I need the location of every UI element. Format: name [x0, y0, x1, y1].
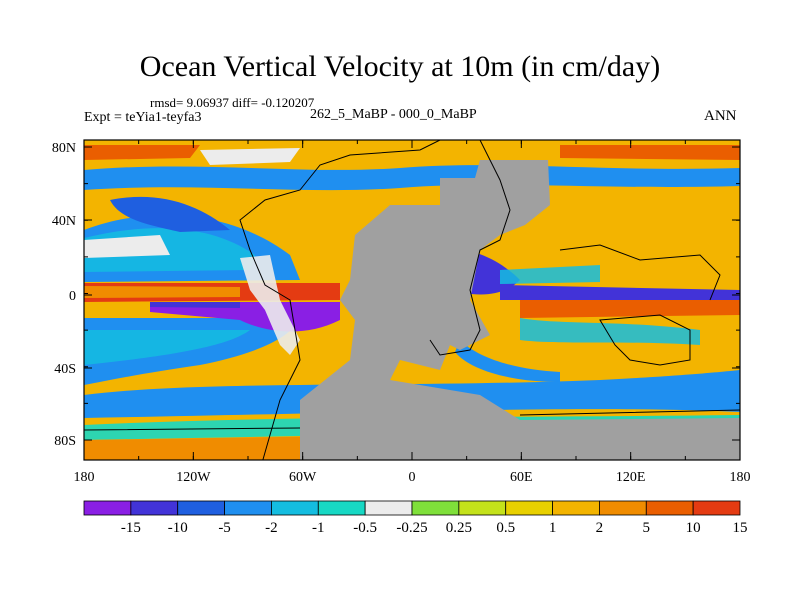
colorbar-swatch — [177, 500, 225, 516]
coastline-australia — [599, 314, 691, 366]
coastline-west — [239, 140, 441, 460]
colorbar-label: -1 — [312, 520, 325, 536]
north-west-positive — [84, 145, 200, 160]
latitude-axis: 80N 40N 0 40S 80S — [52, 141, 740, 449]
colorbar-swatch — [458, 500, 507, 516]
colorbar-label: 2 — [596, 520, 604, 536]
colorbar-label: 15 — [733, 520, 748, 536]
east-south-cyan — [520, 318, 700, 345]
equatorial-upwelling-inner — [84, 286, 240, 298]
lat-tick-label: 80N — [52, 141, 76, 156]
stats-line: rmsd= 9.06937 diff= -0.120207 — [150, 95, 315, 110]
colorbar-label: -10 — [168, 520, 188, 536]
western-coastal-white — [240, 255, 300, 355]
map-field — [84, 140, 740, 460]
lon-tick-label: 60E — [510, 470, 533, 485]
lon-tick-label: 180 — [74, 470, 95, 485]
colorbar-swatch — [224, 500, 272, 516]
colorbar-swatch — [83, 500, 132, 516]
colorbar-label: -2 — [265, 520, 278, 536]
pangaea-landmass — [300, 160, 740, 460]
map-title: Ocean Vertical Velocity at 10m (in cm/da… — [139, 50, 661, 83]
colorbar-label: 0.5 — [496, 520, 515, 536]
colorbar-swatch — [599, 500, 647, 516]
lon-tick-label: 120E — [616, 470, 646, 485]
east-equatorial-negative — [500, 285, 740, 300]
colorbar-swatch — [505, 500, 553, 516]
season-label: ANN — [704, 108, 737, 124]
colorbar-label: -0.25 — [396, 520, 427, 536]
colorbar-swatch — [692, 500, 741, 516]
lon-tick-label: 120W — [176, 470, 211, 485]
arctic-white-patch — [200, 148, 300, 165]
longitude-axis: 180 120W 60W 0 60E 120E 180 — [74, 140, 751, 485]
east-equatorial-cyan — [500, 265, 600, 284]
north-negative-band — [84, 165, 740, 191]
coastline-east — [429, 140, 511, 356]
colorbar-label: -5 — [218, 520, 231, 536]
coastline-antarctica — [84, 409, 740, 431]
south-tethys-negative — [455, 340, 560, 382]
experiment-label: Expt = teYia1-teyfa3 — [84, 110, 202, 125]
colorbar-swatch — [271, 500, 319, 516]
east-equatorial-positive — [520, 300, 740, 318]
equatorial-downwelling-edge — [150, 302, 240, 308]
north-east-positive — [560, 145, 740, 160]
equatorial-downwelling — [150, 302, 340, 332]
lon-tick-label: 0 — [409, 470, 416, 485]
colorbar-label: 5 — [643, 520, 651, 536]
colorbar-label: -0.5 — [353, 520, 377, 536]
colorbar-label: 10 — [686, 520, 701, 536]
colorbar-swatch — [552, 500, 600, 516]
colorbar-label: 0.25 — [446, 520, 472, 536]
colorbar-swatch — [130, 500, 179, 516]
pacific-north-strong — [110, 196, 230, 232]
pacific-south-cyan — [84, 330, 250, 365]
lon-tick-label: 180 — [730, 470, 751, 485]
colorbar: -15 -10 -5 -2 -1 -0.5 -0.25 0.25 0.5 1 2 5 10 15 — [83, 500, 748, 536]
coastline-northeast — [559, 244, 721, 301]
colorbar-swatch — [317, 500, 366, 516]
north-pacific-white-patch — [84, 235, 170, 258]
colorbar-swatch — [645, 500, 694, 516]
lat-tick-label: 40N — [52, 214, 76, 229]
colorbar-swatch — [364, 500, 413, 516]
lat-tick-label: 0 — [69, 289, 76, 304]
colorbar-label: -15 — [121, 520, 141, 536]
colorbar-label: 1 — [549, 520, 557, 536]
lon-tick-label: 60W — [289, 470, 317, 485]
comparison-label: 262_5_MaBP - 000_0_MaBP — [310, 107, 477, 122]
lat-tick-label: 80S — [54, 434, 76, 449]
colorbar-swatch — [411, 500, 460, 516]
lat-tick-label: 40S — [54, 362, 76, 377]
